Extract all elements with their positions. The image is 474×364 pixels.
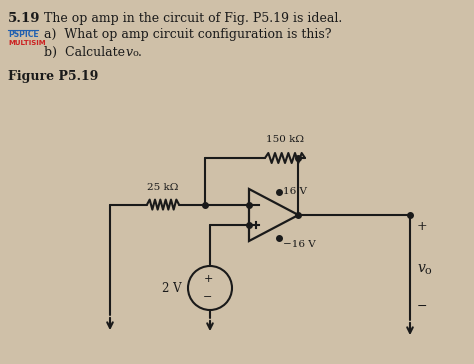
Text: b)  Calculate: b) Calculate bbox=[44, 46, 129, 59]
Text: −: − bbox=[417, 300, 428, 313]
Text: v: v bbox=[417, 261, 425, 274]
Text: a)  What op amp circuit configuration is this?: a) What op amp circuit configuration is … bbox=[44, 28, 331, 41]
Text: −: − bbox=[203, 292, 213, 302]
Text: The op amp in the circuit of Fig. P5.19 is ideal.: The op amp in the circuit of Fig. P5.19 … bbox=[36, 12, 342, 25]
Text: o: o bbox=[133, 49, 139, 58]
Text: 5.19: 5.19 bbox=[8, 12, 40, 25]
Text: +: + bbox=[417, 221, 428, 233]
Text: PSPICE: PSPICE bbox=[8, 30, 38, 39]
Text: 16 V: 16 V bbox=[283, 186, 307, 195]
Text: .: . bbox=[138, 46, 142, 59]
Text: Figure P5.19: Figure P5.19 bbox=[8, 70, 99, 83]
Text: −16 V: −16 V bbox=[283, 240, 316, 249]
Text: MULTISIM: MULTISIM bbox=[8, 40, 46, 46]
Text: v: v bbox=[126, 46, 133, 59]
Text: +: + bbox=[203, 274, 213, 284]
Text: 25 kΩ: 25 kΩ bbox=[147, 183, 179, 191]
Text: 150 kΩ: 150 kΩ bbox=[266, 135, 304, 144]
Text: 2 V: 2 V bbox=[163, 281, 182, 294]
Text: o: o bbox=[425, 266, 432, 277]
